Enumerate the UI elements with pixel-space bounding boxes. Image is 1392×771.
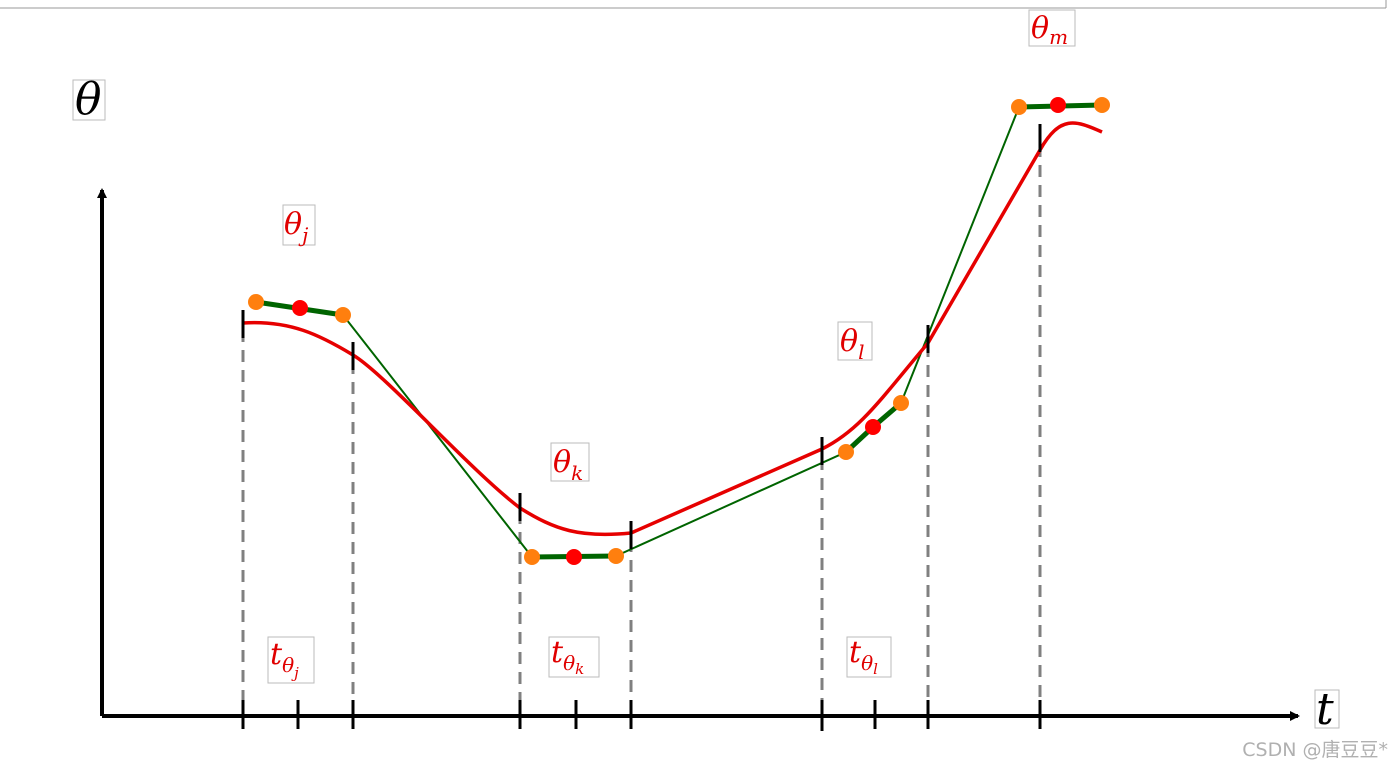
dashed-guides	[241, 145, 1042, 716]
label-subsub: l	[873, 660, 878, 678]
interval-labels: tθj tθk tθl	[267, 635, 892, 684]
interval-label: tθl	[849, 635, 878, 678]
label-base: θ	[840, 324, 858, 359]
label-box	[72, 79, 106, 121]
label-sub: j	[298, 223, 308, 247]
label-base: θ	[284, 207, 302, 242]
via-points	[248, 97, 1110, 565]
linear-path	[255, 104, 1103, 559]
interval-label: tθj	[270, 637, 299, 682]
x-axis-label: t	[1316, 684, 1334, 735]
point-labels: θj θk θl θm	[282, 9, 1076, 485]
curve-markers	[241, 124, 1042, 549]
label-sub: θ	[861, 651, 873, 675]
label-subsub: j	[291, 664, 299, 682]
blend-segments	[255, 102, 1103, 560]
label-sub: m	[1049, 25, 1068, 49]
axis-ticks	[241, 700, 1042, 731]
label-sub: θ	[282, 653, 294, 677]
label-base: t	[270, 637, 283, 672]
waypoints	[292, 97, 1066, 565]
interval-label: tθk	[551, 635, 584, 678]
label-base: θ	[553, 445, 571, 480]
point-label: θl	[840, 324, 864, 364]
smooth-curve	[242, 121, 1103, 537]
label-box	[1314, 689, 1340, 729]
label-sub: k	[571, 461, 583, 485]
label-base: t	[551, 635, 564, 670]
label-sub: l	[858, 340, 864, 364]
label-base: θ	[1031, 11, 1049, 46]
point-label: θm	[1031, 11, 1068, 49]
y-axis-label: θ	[75, 74, 102, 125]
watermark: CSDN @唐豆豆*	[1242, 739, 1388, 761]
point-label: θk	[553, 445, 583, 485]
point-label: θj	[284, 207, 308, 247]
label-base: t	[849, 635, 862, 670]
label-subsub: k	[575, 660, 584, 678]
label-sub: θ	[563, 651, 575, 675]
